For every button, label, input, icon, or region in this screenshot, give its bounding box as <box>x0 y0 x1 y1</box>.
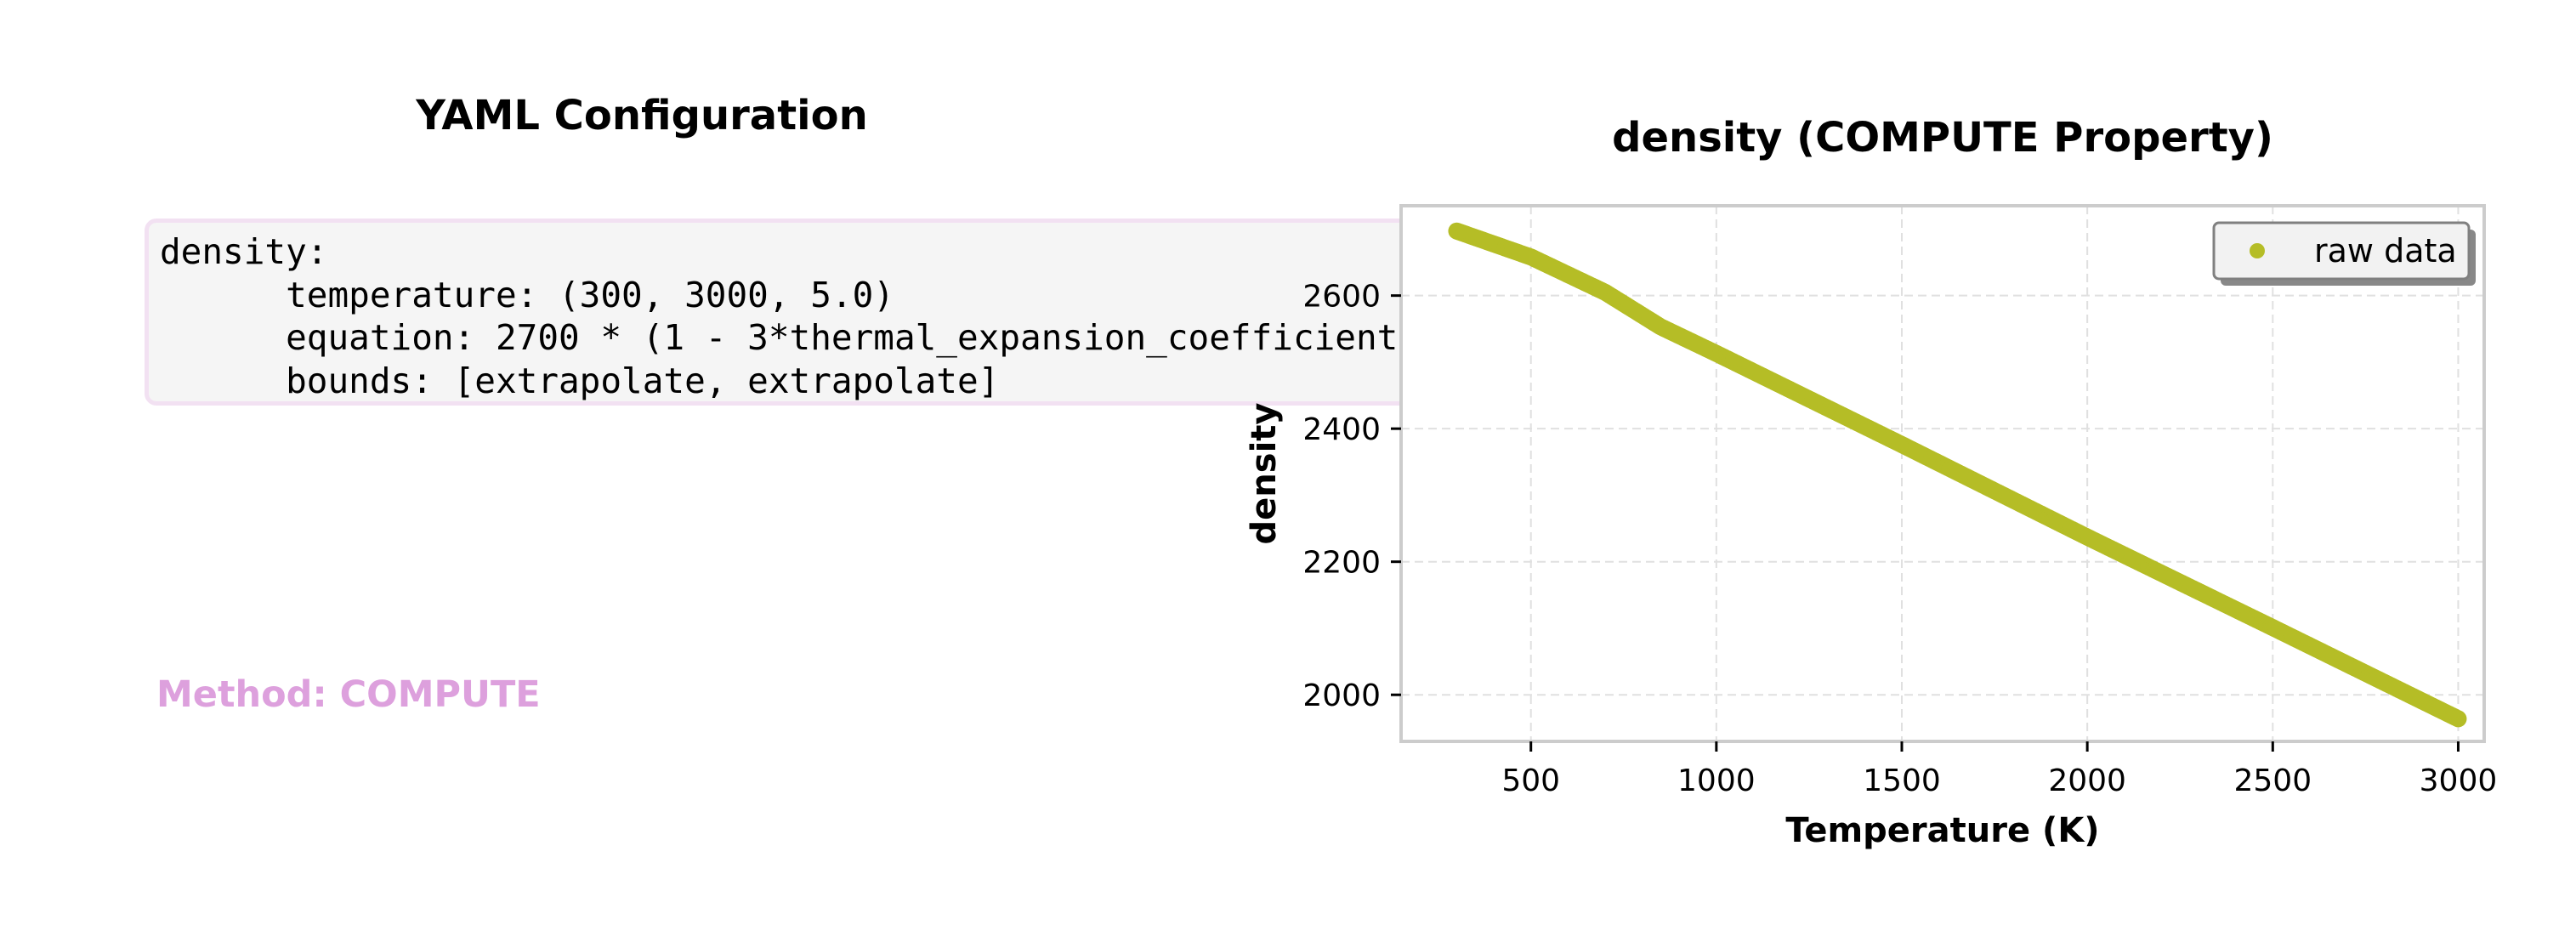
data-point <box>2449 710 2467 728</box>
legend-box <box>2212 221 2471 281</box>
y-tick-label: 2600 <box>1302 280 1381 315</box>
data-points <box>1448 222 2467 728</box>
grid-lines <box>1401 206 2484 741</box>
method-label: Method: COMPUTE <box>156 673 541 716</box>
y-tick-label: 2200 <box>1302 546 1381 581</box>
x-tick-label: 1000 <box>1677 764 1756 798</box>
y-tick-label: 2000 <box>1302 678 1381 713</box>
x-axis-label: Temperature (K) <box>1785 811 2099 850</box>
x-tick-label: 2500 <box>2233 764 2312 798</box>
legend-marker <box>2250 243 2265 258</box>
yaml-config-title: YAML Configuration <box>416 92 868 139</box>
yaml-code-block: density: temperature: (300, 3000, 5.0) e… <box>145 219 1411 406</box>
chart-title: density (COMPUTE Property) <box>1612 114 2273 162</box>
y-tick-label: 2400 <box>1302 412 1381 447</box>
x-tick-label: 3000 <box>2420 764 2498 798</box>
yaml-line: density: <box>160 231 328 272</box>
plot-frame <box>1399 204 2486 743</box>
legend: raw data <box>2212 221 2476 286</box>
x-tick-label: 1500 <box>1863 764 1941 798</box>
x-tick-label: 2000 <box>2048 764 2126 798</box>
yaml-line: bounds: [extrapolate, extrapolate] <box>160 360 1000 401</box>
yaml-line: equation: 2700 * (1 - 3*thermal_expansio… <box>160 317 1399 358</box>
legend-label-raw-data: raw data <box>2314 232 2457 270</box>
yaml-line: temperature: (300, 3000, 5.0) <box>160 275 894 315</box>
y-axis-label: density <box>1245 403 1284 545</box>
axis-ticks: 500 1000 1500 2000 2500 3000 2000 2200 2400 2600 <box>1302 280 2497 798</box>
x-tick-label: 500 <box>1501 764 1560 798</box>
